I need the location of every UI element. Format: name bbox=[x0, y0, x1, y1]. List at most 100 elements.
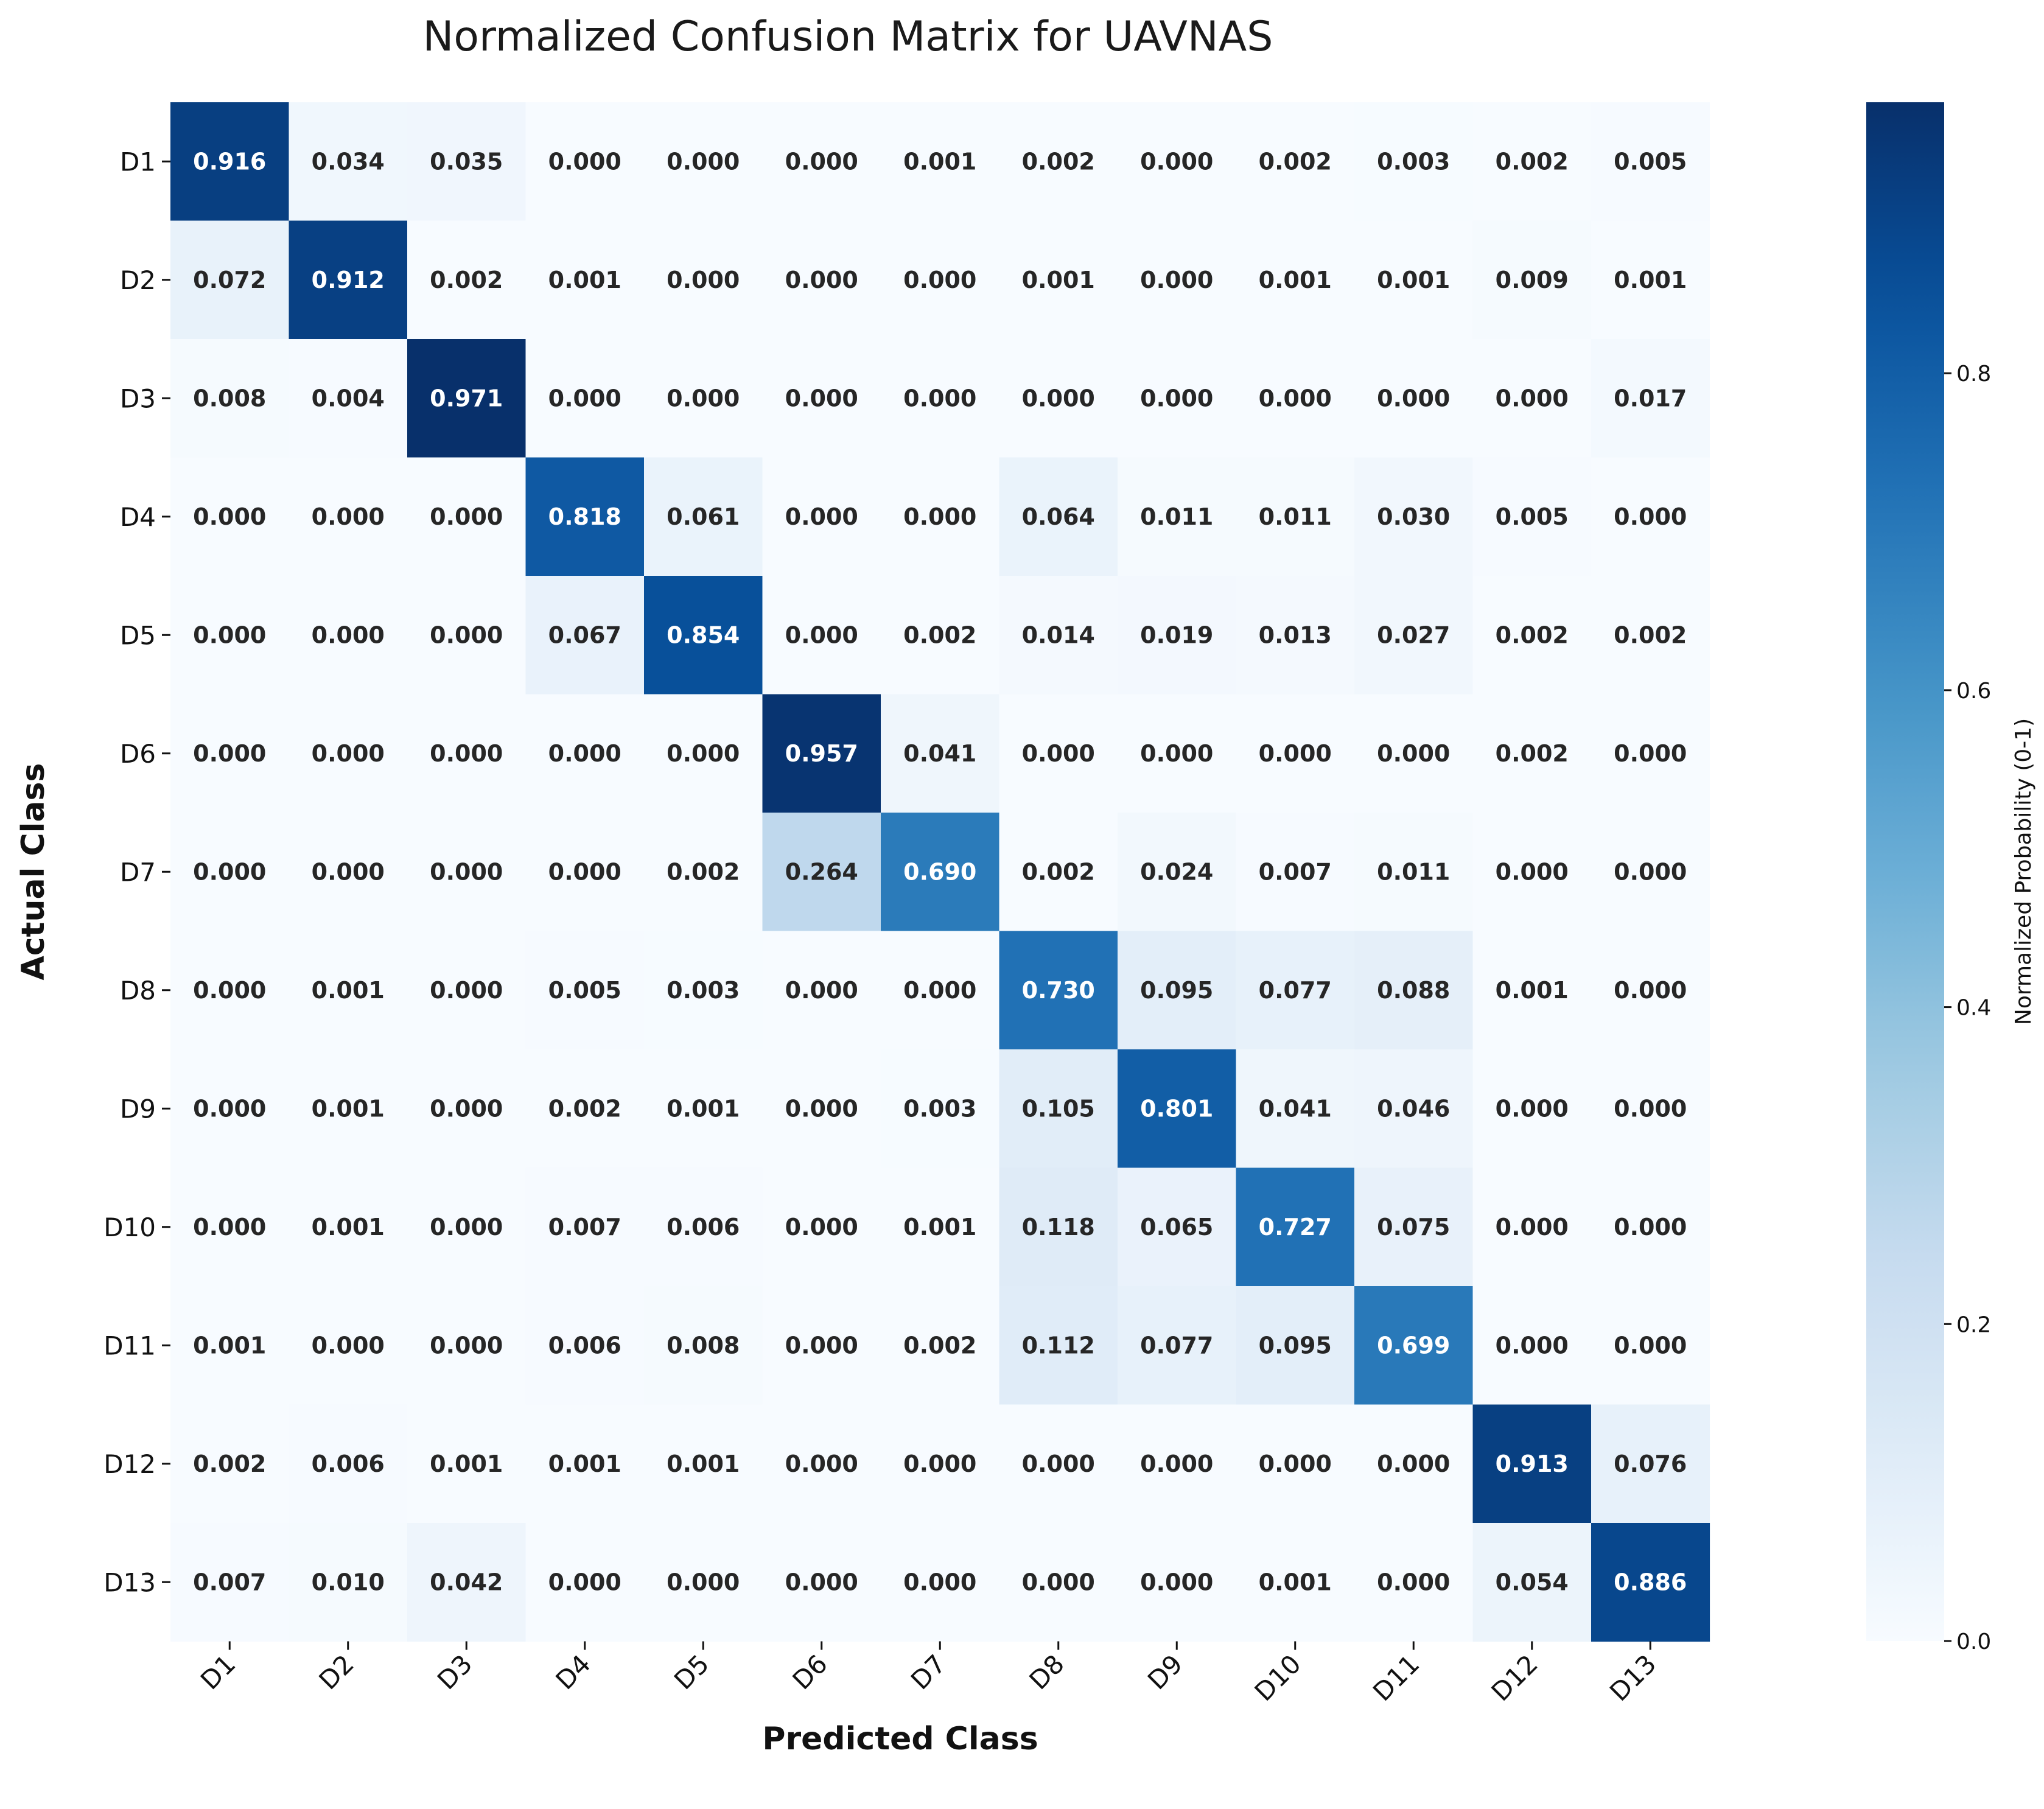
x-tick-label: D1 bbox=[195, 1649, 241, 1695]
cell-value-label: 0.009 bbox=[1496, 267, 1569, 293]
heatmap-cell bbox=[525, 694, 645, 813]
heatmap-cell bbox=[1118, 1167, 1237, 1287]
y-axis-ticks: D1 D2 D3 D4 D5 D6 D7 D8 D9 D10 D11 D12 D13 bbox=[103, 147, 170, 1597]
heatmap-cell bbox=[289, 813, 408, 932]
x-tick-label: D6 bbox=[786, 1649, 833, 1695]
cell-value-label: 0.061 bbox=[667, 503, 740, 530]
cell-value-label: 0.000 bbox=[548, 148, 621, 175]
heatmap-cell bbox=[644, 576, 763, 695]
y-tick-label: D6 bbox=[120, 739, 156, 769]
heatmap-cell bbox=[1591, 339, 1710, 458]
cell-value-label: 0.000 bbox=[1496, 1332, 1569, 1359]
cell-value-label: 0.000 bbox=[1496, 385, 1569, 411]
heatmap-cell bbox=[170, 339, 290, 458]
heatmap-cell bbox=[1472, 576, 1592, 695]
y-tick-label: D8 bbox=[120, 976, 156, 1006]
cell-value-label: 0.019 bbox=[1140, 621, 1213, 648]
heatmap-cell bbox=[1354, 457, 1474, 576]
cell-value-label: 0.000 bbox=[193, 858, 266, 885]
cell-value-label: 0.034 bbox=[312, 148, 385, 175]
heatmap-cell bbox=[1472, 1167, 1592, 1287]
y-tick-label: D7 bbox=[120, 857, 156, 887]
cell-value-label: 0.000 bbox=[1614, 1332, 1687, 1359]
cell-value-label: 0.000 bbox=[667, 385, 740, 411]
cell-value-label: 0.000 bbox=[1377, 1569, 1450, 1595]
cell-value-label: 0.000 bbox=[1140, 740, 1213, 767]
cell-value-label: 0.001 bbox=[667, 1095, 740, 1122]
y-tick-label: D11 bbox=[103, 1331, 156, 1360]
heatmap-cell bbox=[407, 1523, 527, 1642]
heatmap-cell bbox=[762, 694, 881, 813]
heatmap-cell bbox=[289, 220, 408, 340]
cell-value-label: 0.035 bbox=[430, 148, 503, 175]
cell-value-label: 0.000 bbox=[1022, 1569, 1095, 1595]
heatmap-cell bbox=[999, 813, 1118, 932]
x-tick-label: D3 bbox=[432, 1649, 478, 1695]
cell-value-label: 0.000 bbox=[785, 1450, 858, 1477]
cell-value-label: 0.912 bbox=[312, 267, 385, 293]
y-tick-label: D13 bbox=[103, 1567, 156, 1597]
cell-value-label: 0.001 bbox=[1614, 267, 1687, 293]
cell-value-label: 0.000 bbox=[548, 1569, 621, 1595]
cell-value-label: 0.000 bbox=[312, 621, 385, 648]
heatmap-cell bbox=[170, 102, 290, 222]
heatmap-cell bbox=[1236, 931, 1355, 1050]
heatmap-cell bbox=[881, 1404, 1000, 1524]
heatmap-cell bbox=[762, 1286, 881, 1405]
cell-value-label: 0.011 bbox=[1140, 503, 1213, 530]
heatmap-cell bbox=[1354, 220, 1474, 340]
heatmap-cell bbox=[289, 102, 408, 222]
heatmap-cell bbox=[644, 813, 763, 932]
heatmap-cell bbox=[289, 457, 408, 576]
cell-value-label: 0.001 bbox=[903, 148, 976, 175]
cell-value-label: 0.002 bbox=[1614, 621, 1687, 648]
cell-value-label: 0.971 bbox=[430, 385, 503, 411]
heatmap-cell bbox=[1118, 102, 1237, 222]
cell-value-label: 0.001 bbox=[1259, 1569, 1332, 1595]
heatmap-cell bbox=[1354, 102, 1474, 222]
heatmap-cell bbox=[762, 1404, 881, 1524]
heatmap-cell bbox=[881, 931, 1000, 1050]
heatmap-cell bbox=[289, 1523, 408, 1642]
heatmap-cell bbox=[762, 1523, 881, 1642]
cell-value-label: 0.002 bbox=[193, 1450, 266, 1477]
heatmap-cell bbox=[1591, 102, 1710, 222]
heatmap-cell bbox=[1118, 1286, 1237, 1405]
heatmap-cell bbox=[525, 576, 645, 695]
heatmap-cell bbox=[525, 1286, 645, 1405]
heatmap-cell bbox=[170, 1523, 290, 1642]
heatmap-cell bbox=[1591, 694, 1710, 813]
cell-value-label: 0.000 bbox=[430, 621, 503, 648]
cell-value-label: 0.118 bbox=[1022, 1214, 1095, 1240]
heatmap-cell bbox=[644, 220, 763, 340]
cell-value-label: 0.000 bbox=[193, 621, 266, 648]
cell-value-label: 0.006 bbox=[548, 1332, 621, 1359]
heatmap-cell bbox=[762, 813, 881, 932]
heatmap-cell bbox=[644, 1523, 763, 1642]
heatmap-cell bbox=[1354, 694, 1474, 813]
heatmap-cell bbox=[289, 1404, 408, 1524]
heatmap-cell bbox=[1591, 457, 1710, 576]
heatmap-cell bbox=[1472, 339, 1592, 458]
heatmap-cell bbox=[170, 813, 290, 932]
heatmap-cell bbox=[525, 339, 645, 458]
y-axis-label: Actual Class bbox=[15, 763, 52, 981]
heatmap-cell bbox=[407, 694, 527, 813]
x-tick-label: D10 bbox=[1249, 1649, 1307, 1707]
heatmap-cell bbox=[1472, 1523, 1592, 1642]
cell-value-label: 0.916 bbox=[193, 148, 266, 175]
cell-value-label: 0.003 bbox=[903, 1095, 976, 1122]
cell-value-label: 0.005 bbox=[1496, 503, 1569, 530]
heatmap-cell bbox=[525, 457, 645, 576]
cell-value-label: 0.000 bbox=[1377, 740, 1450, 767]
heatmap-cell bbox=[881, 813, 1000, 932]
heatmap-cell bbox=[407, 1404, 527, 1524]
cell-value-label: 0.076 bbox=[1614, 1450, 1687, 1477]
cell-value-label: 0.000 bbox=[1614, 1095, 1687, 1122]
cell-value-label: 0.013 bbox=[1259, 621, 1332, 648]
cell-value-label: 0.072 bbox=[193, 267, 266, 293]
heatmap-cell bbox=[881, 1167, 1000, 1287]
heatmap-cell bbox=[1591, 931, 1710, 1050]
heatmap-cell bbox=[1118, 339, 1237, 458]
